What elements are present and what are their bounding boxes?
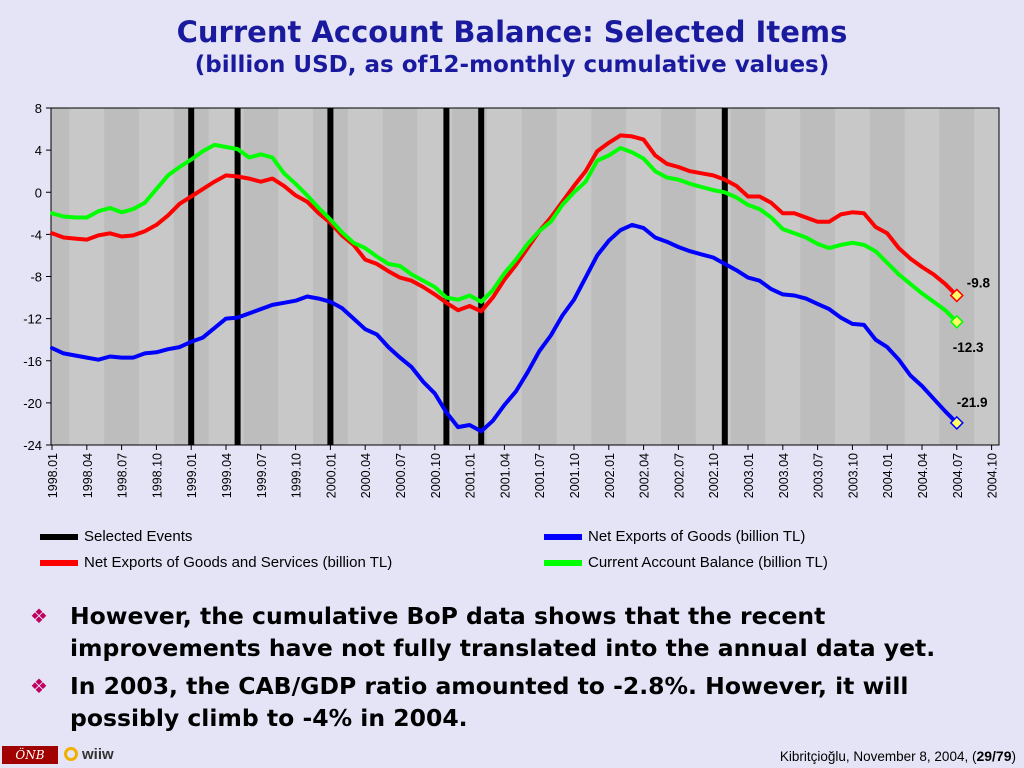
x-tick-label: 1999.01 [185,453,199,498]
x-tick-label: 2003.04 [777,453,791,498]
x-tick-label: 2004.04 [916,453,930,498]
x-tick-label: 2001.04 [498,453,512,498]
chart-subtitle: (billion USD, as of12-monthly cumulative… [194,52,830,78]
grid-band [591,108,627,445]
end-point-marker [949,314,964,329]
x-tick-label: 2003.01 [742,453,756,498]
end-point-marker [949,288,964,303]
line-chart: 8 4 0 -4 -8 -12 -16 -20 -24 1998.01 1998.04 1998.07… [23,101,1000,498]
x-tick-label: 2003.10 [846,453,860,498]
series-line-2 [50,142,959,324]
legend-label-goods-services: Net Exports of Goods and Services (billi… [84,554,393,571]
grid-band [243,108,279,445]
y-tick-label: -4 [30,227,42,242]
y-tick-label: -20 [23,396,42,411]
legend-label-goods: Net Exports of Goods (billion TL) [588,528,806,545]
x-tick-label: 2004.10 [986,453,1000,498]
event-bar [478,108,485,445]
x-tick-label: 1999.10 [290,453,304,498]
series-line-1 [50,133,959,314]
legend-label-cab: Current Account Balance (billion TL) [588,554,828,571]
y-tick-label: 8 [35,101,42,116]
x-tick-label: 1998.07 [116,453,130,498]
x-tick-label: 1999.04 [220,453,234,498]
wiiw-logo: wiiw [82,746,114,763]
x-tick-label: 2002.04 [638,453,652,498]
legend-swatch-goods [544,534,582,540]
x-tick-label: 1998.01 [46,453,60,498]
grid-band [939,108,975,445]
data-label: -21.9 [957,395,988,410]
legend-swatch-goods-services [40,560,78,566]
grid-band [800,108,835,445]
x-tick-label: 2000.10 [429,453,443,498]
credit-end: ) [1011,749,1017,764]
event-bar [443,108,450,445]
y-tick-label: -8 [30,270,42,285]
x-tick-label: 1999.07 [255,453,269,498]
diamond-bullet-icon: ❖ [30,674,48,698]
y-tick-label: 4 [35,143,42,158]
x-tick-label: 2000.07 [394,453,408,498]
end-point-marker [949,415,964,430]
y-tick-label: -12 [23,312,42,327]
footer: ÖNB wiiw Kibritçioğlu, November 8, 2004,… [0,740,1024,768]
grid-band [104,108,139,445]
data-label: -12.3 [953,340,984,355]
x-tick-label: 1998.10 [150,453,164,498]
x-tick-label: 2001.10 [568,453,582,498]
grid-band [51,108,70,445]
wiiw-logo-icon [64,747,78,761]
x-tick-label: 2004.01 [881,453,895,498]
bullet-text: However, the cumulative BoP data shows t… [70,602,936,662]
data-label: -9.8 [967,275,991,290]
x-tick-label: 2001.07 [533,453,547,498]
legend-swatch-cab [544,560,582,566]
bullet-text: In 2003, the CAB/GDP ratio amounted to -… [70,672,909,732]
x-tick-label: 2000.04 [359,453,373,498]
bullet-item: ❖ In 2003, the CAB/GDP ratio amounted to… [30,670,1010,734]
x-tick-label: 2002.01 [603,453,617,498]
slide-credit: Kibritçioğlu, November 8, 2004, (29/79) [780,748,1016,764]
x-tick-label: 2001.01 [464,453,478,498]
chart-title: Current Account Balance: Selected Items [176,15,848,49]
bullet-list: ❖ However, the cumulative BoP data shows… [30,600,1010,740]
event-bar [721,108,728,445]
series-line-0 [50,222,959,434]
grid-band [521,108,557,445]
legend-swatch-events [40,534,78,540]
diamond-bullet-icon: ❖ [30,604,48,628]
x-tick-label: 2002.07 [672,453,686,498]
x-tick-label: 2004.07 [951,453,965,498]
grid-band [661,108,696,445]
bullet-item: ❖ However, the cumulative BoP data shows… [30,600,1010,664]
onb-logo: ÖNB [2,746,58,764]
y-tick-label: -24 [23,438,42,453]
event-bar [234,108,241,445]
x-tick-label: 2000.01 [324,453,338,498]
legend-label-events: Selected Events [84,528,193,545]
x-tick-label: 2003.07 [812,453,826,498]
x-tick-label: 1998.04 [81,453,95,498]
x-tick-label: 2002.10 [707,453,721,498]
slide-title: Current Account Balance: Selected Items … [0,14,1024,80]
page-number: 29/79 [976,748,1012,764]
event-bar [188,108,195,445]
credit-text: Kibritçioğlu, November 8, 2004, ( [779,749,977,764]
y-tick-label: 0 [35,185,42,200]
event-bar [327,108,334,445]
y-tick-label: -16 [23,354,42,369]
